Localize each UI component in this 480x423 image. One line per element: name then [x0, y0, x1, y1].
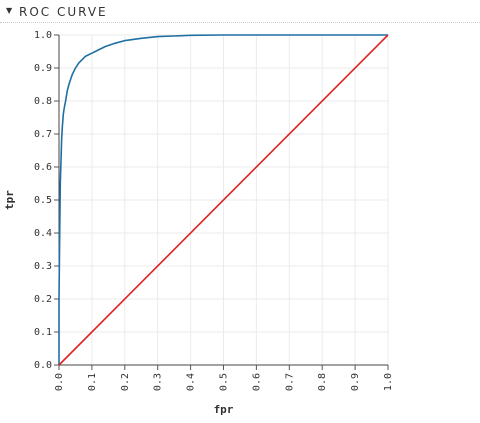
y-tick-label: 0.2: [34, 294, 52, 305]
series-line-2: [58, 34, 389, 366]
section-title: ROC CURVE: [19, 5, 108, 19]
x-tick-label: 1.0: [383, 373, 394, 391]
section-divider: [0, 22, 480, 23]
series-line-1: [58, 34, 388, 365]
y-axis-ticks: 0.0 0.1 0.2 0.3 0.4 0.5 0.6 0.7 0.8 0.9 1.0: [34, 30, 59, 371]
x-tick-label: 0.1: [87, 373, 98, 391]
roc-section-header[interactable]: ▼ ROC CURVE: [0, 0, 480, 23]
x-tick-label: 0.9: [350, 373, 361, 391]
x-tick-label: 0.3: [153, 373, 164, 391]
y-tick-label: 0.5: [34, 195, 52, 206]
x-tick-label: 0.0: [54, 373, 65, 391]
y-tick-label: 0.0: [34, 360, 52, 371]
x-tick-label: 0.7: [284, 373, 295, 391]
y-tick-label: 0.7: [34, 129, 52, 140]
x-tick-label: 0.2: [120, 373, 131, 391]
caret-down-icon[interactable]: ▼: [6, 6, 13, 15]
y-tick-label: 0.3: [34, 261, 52, 272]
y-tick-label: 0.6: [34, 162, 52, 173]
y-tick-label: 0.4: [34, 228, 52, 239]
x-tick-label: 0.4: [186, 373, 197, 391]
y-tick-label: 0.8: [34, 96, 52, 107]
y-tick-label: 1.0: [34, 30, 52, 41]
x-axis-title: fpr: [214, 403, 234, 416]
y-tick-label: 0.9: [34, 63, 52, 74]
x-tick-label: 0.8: [317, 373, 328, 391]
x-axis-ticks: 0.0 0.1 0.2 0.3 0.4 0.5 0.6 0.7 0.8 0.9 1.0: [54, 365, 394, 391]
x-tick-label: 0.6: [251, 373, 262, 391]
x-tick-label: 0.5: [219, 373, 230, 391]
chart-series: [58, 34, 389, 366]
y-tick-label: 0.1: [34, 327, 52, 338]
y-axis-title: tpr: [3, 190, 16, 210]
